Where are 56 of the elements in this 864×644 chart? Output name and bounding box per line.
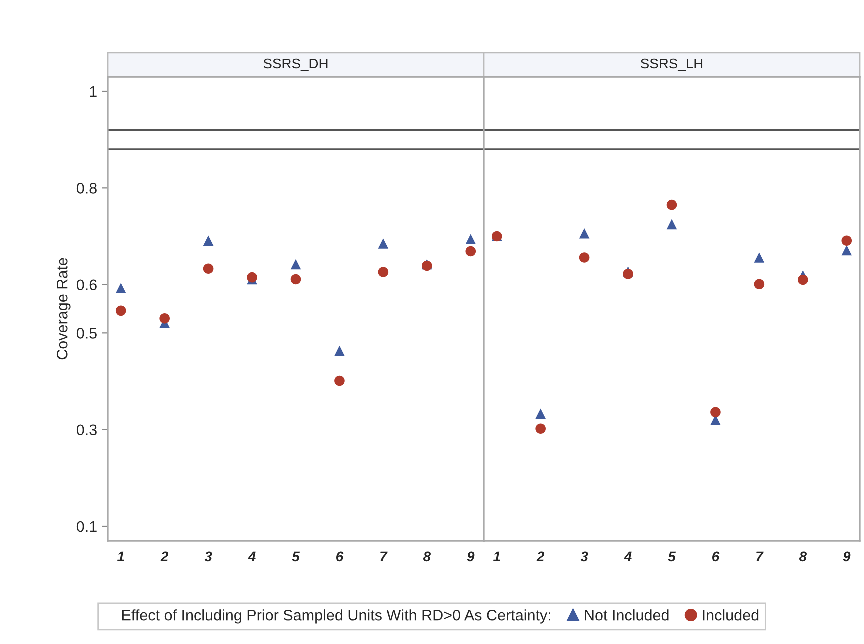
point <box>842 245 852 256</box>
chart-title: SSRS_DH <box>264 58 328 72</box>
x-tick-label: 9 <box>467 552 475 562</box>
x-tick-label: 1 <box>117 552 124 562</box>
point <box>666 219 678 230</box>
x-tick-label: 6 <box>336 552 344 562</box>
x-tick-label: 1 <box>493 552 500 562</box>
point <box>290 274 302 285</box>
x-tick-label: 2 <box>536 552 545 562</box>
x-tick-label: 3 <box>204 552 212 562</box>
point <box>290 259 302 270</box>
point <box>710 407 721 418</box>
point <box>579 228 590 239</box>
x-tick-label: 5 <box>668 552 676 562</box>
chart-title: SSRS_LH <box>640 58 703 72</box>
x-tick-label: 4 <box>248 552 256 562</box>
x-tick-label: 8 <box>799 552 808 562</box>
legend-label: Not Included <box>585 610 669 621</box>
x-tick-label: 7 <box>756 552 764 562</box>
x-tick-label: 5 <box>292 552 300 562</box>
x-tick-label: 9 <box>843 552 851 562</box>
legend-label: Included <box>703 610 759 621</box>
point <box>579 252 590 263</box>
point <box>842 236 852 246</box>
x-tick-label: 6 <box>712 552 720 562</box>
point <box>160 314 170 324</box>
x-tick-label: 3 <box>580 552 588 562</box>
x-tick-label: 7 <box>380 552 388 562</box>
point <box>466 246 476 257</box>
y-tick-label: 0.8 <box>76 183 97 194</box>
point <box>466 234 476 245</box>
point <box>116 306 126 316</box>
point <box>203 236 214 246</box>
point <box>334 376 345 386</box>
x-tick-label: 4 <box>624 552 632 562</box>
point <box>203 264 214 274</box>
point <box>378 238 389 249</box>
y-tick-label: 0.6 <box>76 280 97 291</box>
x-tick-label: 8 <box>423 552 432 562</box>
y-tick-label: 0.3 <box>76 424 97 436</box>
point <box>623 269 634 280</box>
y-axis-title: Coverage Rate <box>56 258 71 360</box>
point <box>754 279 765 290</box>
y-tick-label: 1 <box>90 86 97 98</box>
point <box>378 267 389 278</box>
x-tick-label: 2 <box>160 552 169 562</box>
point <box>334 346 345 356</box>
point <box>536 408 546 420</box>
legend-title: Effect of Including Prior Sampled Units With RD>0 As Certainty: <box>122 610 550 624</box>
point <box>754 252 765 263</box>
point <box>116 283 126 294</box>
y-tick-label: 0.5 <box>76 328 97 339</box>
point <box>536 424 546 434</box>
point <box>798 274 808 286</box>
y-tick-label: 0.1 <box>76 521 97 532</box>
point <box>666 200 678 210</box>
